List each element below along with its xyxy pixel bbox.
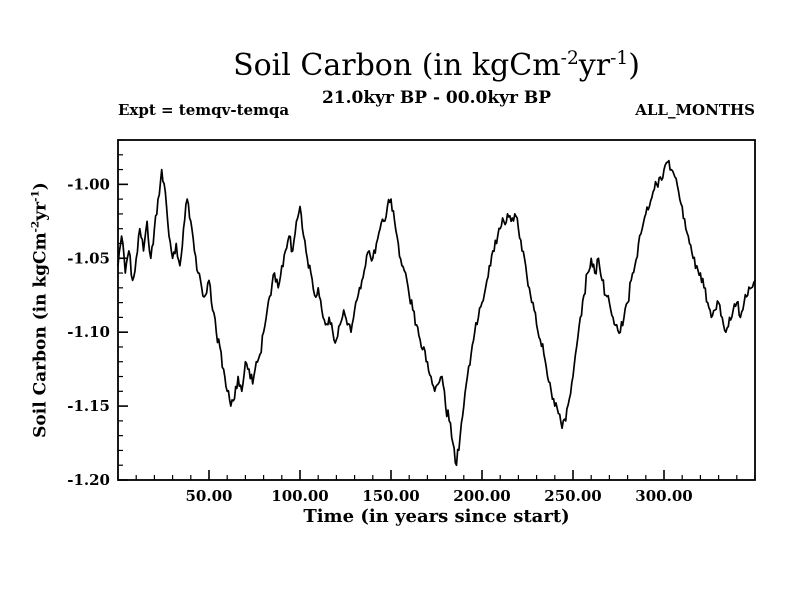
- chart-title: Soil Carbon (in kgCm-2yr-1): [118, 48, 755, 83]
- svg-text:-1.00: -1.00: [67, 175, 110, 193]
- experiment-label: Expt = temqv-temqa: [118, 101, 290, 119]
- svg-text:-1.10: -1.10: [67, 323, 110, 341]
- svg-text:150.00: 150.00: [362, 487, 419, 505]
- chart-title-sup-1: -1: [610, 48, 629, 69]
- chart-subtitle: 21.0kyr BP - 00.0kyr BP: [321, 88, 552, 108]
- y-axis-label-close: ): [30, 182, 51, 191]
- svg-text:200.00: 200.00: [453, 487, 510, 505]
- y-axis-label-sup-1: -1: [29, 190, 42, 202]
- chart-title-sup-2: -2: [560, 48, 579, 69]
- chart-title-yr: yr: [578, 48, 611, 83]
- svg-text:50.00: 50.00: [186, 487, 233, 505]
- months-label: ALL_MONTHS: [635, 101, 755, 119]
- svg-text:-1.15: -1.15: [67, 397, 110, 415]
- y-axis-label: Soil Carbon (in kgCm-2yr-1): [30, 182, 51, 438]
- svg-text:300.00: 300.00: [635, 487, 692, 505]
- svg-text:250.00: 250.00: [544, 487, 601, 505]
- chart-title-text: Soil Carbon (in kgCm: [233, 48, 561, 83]
- y-axis-label-sup-2: -2: [29, 220, 42, 233]
- x-axis-label: Time (in years since start): [303, 506, 570, 527]
- svg-text:-1.05: -1.05: [67, 249, 110, 267]
- y-axis-label-yr: yr: [30, 201, 51, 221]
- y-axis-label-text: Soil Carbon (in kgCm: [30, 232, 51, 438]
- svg-text:100.00: 100.00: [271, 487, 328, 505]
- chart-title-close: ): [628, 48, 640, 83]
- svg-text:-1.20: -1.20: [67, 471, 110, 489]
